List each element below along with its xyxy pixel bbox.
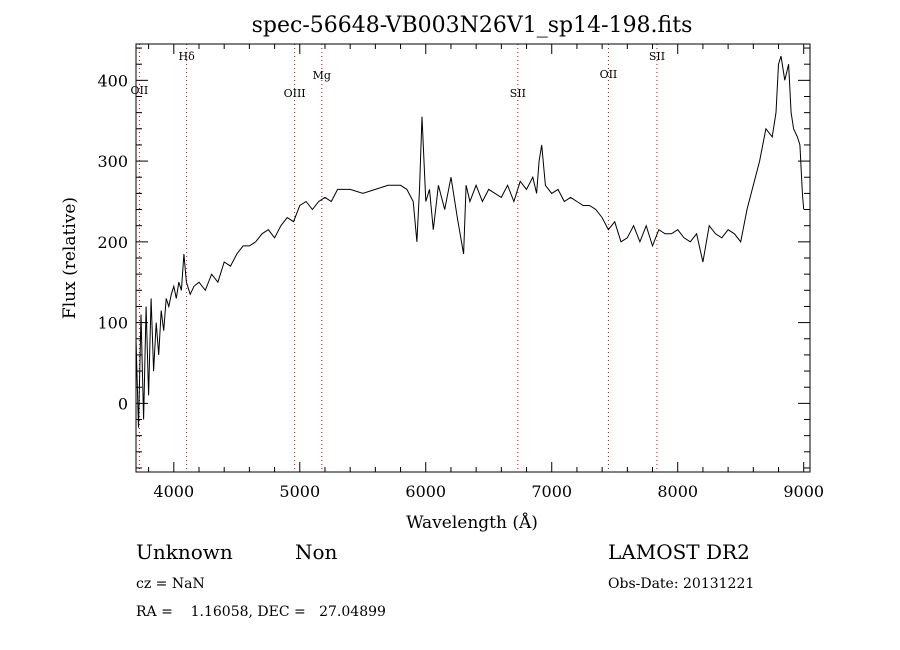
- object-class: Unknown: [136, 540, 233, 564]
- y-axis-title: Flux (relative): [60, 197, 80, 319]
- spectral-line-label: OII: [131, 84, 149, 97]
- y-tick-label: 400: [97, 71, 128, 90]
- y-tick-label: 200: [97, 233, 128, 252]
- redshift-cz: cz = NaN: [136, 576, 205, 592]
- spectral-line-label: Hδ: [179, 50, 196, 63]
- spectrum-series-line: [135, 55, 805, 428]
- chart-title: spec-56648-VB003N26V1_sp14-198.fits: [252, 13, 693, 38]
- observation-date: Obs-Date: 20131221: [608, 576, 755, 592]
- x-tick-label: 9000: [783, 482, 824, 501]
- spectral-line-label: SII: [510, 87, 526, 100]
- spectral-line-label: SII: [649, 50, 665, 63]
- y-tick-label: 100: [97, 314, 128, 333]
- x-tick-label: 4000: [153, 482, 194, 501]
- x-tick-label: 5000: [279, 482, 320, 501]
- y-tick-label: 0: [118, 394, 128, 413]
- y-tick-label: 300: [97, 152, 128, 171]
- spectral-line-label: OII: [600, 68, 618, 81]
- x-tick-label: 8000: [657, 482, 698, 501]
- survey-name: LAMOST DR2: [608, 540, 750, 564]
- x-axis-title: Wavelength (Å): [406, 512, 538, 533]
- plot-frame: [135, 43, 811, 473]
- x-tick-label: 6000: [405, 482, 446, 501]
- object-subclass: Non: [295, 540, 338, 564]
- coordinates: RA = 1.16058, DEC = 27.04899: [136, 604, 386, 620]
- spectral-line-label: OIII: [284, 87, 306, 100]
- x-tick-label: 7000: [531, 482, 572, 501]
- spectral-line-label: Mg: [313, 69, 331, 82]
